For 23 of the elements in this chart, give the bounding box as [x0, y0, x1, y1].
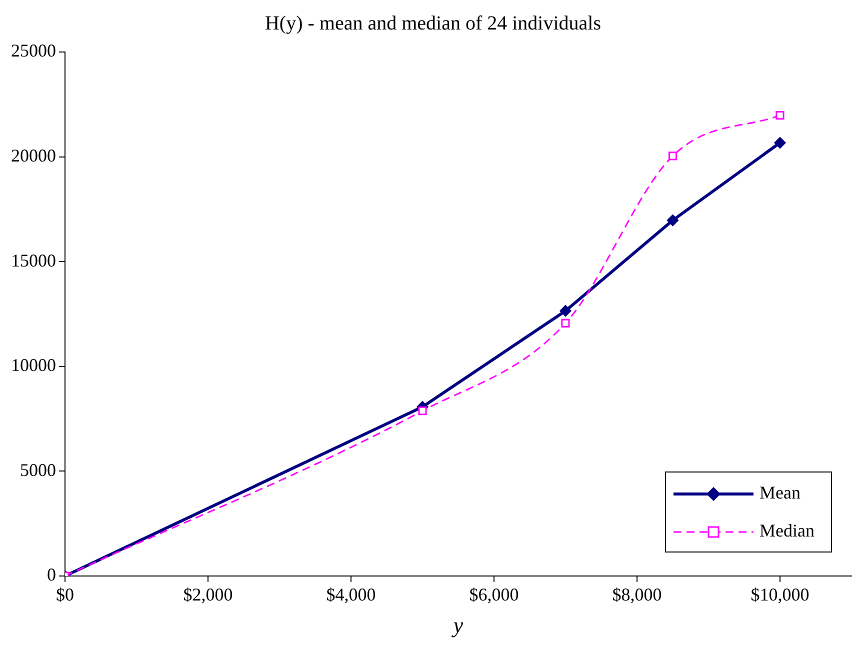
chart-title: H(y) - mean and median of 24 individuals [264, 12, 602, 34]
point [776, 111, 784, 120]
x-tick-label: $4,000 [326, 584, 376, 605]
y-tick-label: 25000 [11, 40, 56, 61]
y-tick-label: 15000 [11, 250, 56, 270]
y-tick-label: 5000 [20, 460, 56, 480]
point [560, 305, 572, 317]
y-tick-label: 0 [47, 564, 56, 585]
point [561, 318, 570, 328]
x-tick-label: $10,000 [750, 584, 810, 605]
x-tick-label: $8,000 [612, 584, 662, 605]
point [667, 214, 678, 226]
point [774, 137, 786, 149]
x-tick-label: $0 [56, 584, 74, 605]
x-axis-title: y [451, 612, 464, 638]
point [418, 406, 427, 416]
legend-label: Mean [760, 482, 800, 503]
x-tick-label: $6,000 [469, 584, 519, 605]
y-tick-label: 20000 [11, 146, 56, 166]
y-tick-label: 10000 [11, 355, 56, 376]
x-tick-label: $2,000 [183, 584, 233, 605]
point [668, 152, 678, 160]
legend-label: Median [760, 520, 814, 541]
